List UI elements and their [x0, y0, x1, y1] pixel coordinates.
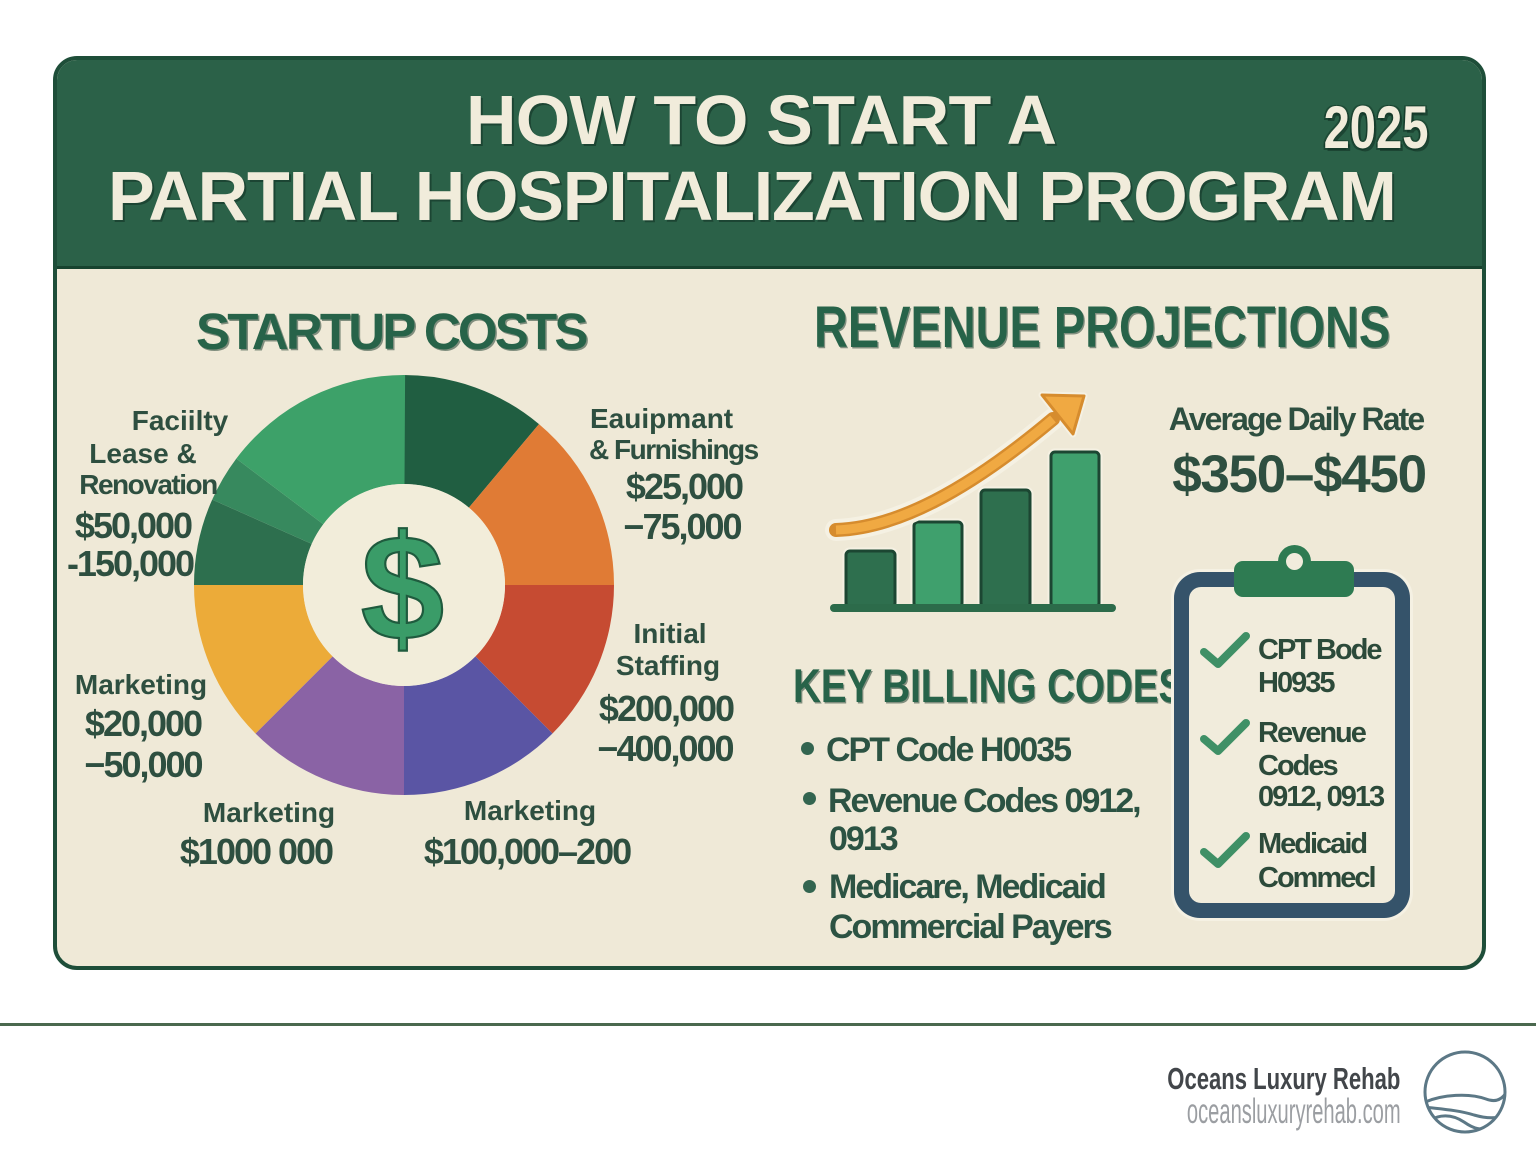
svg-text:$: $ [361, 504, 444, 672]
